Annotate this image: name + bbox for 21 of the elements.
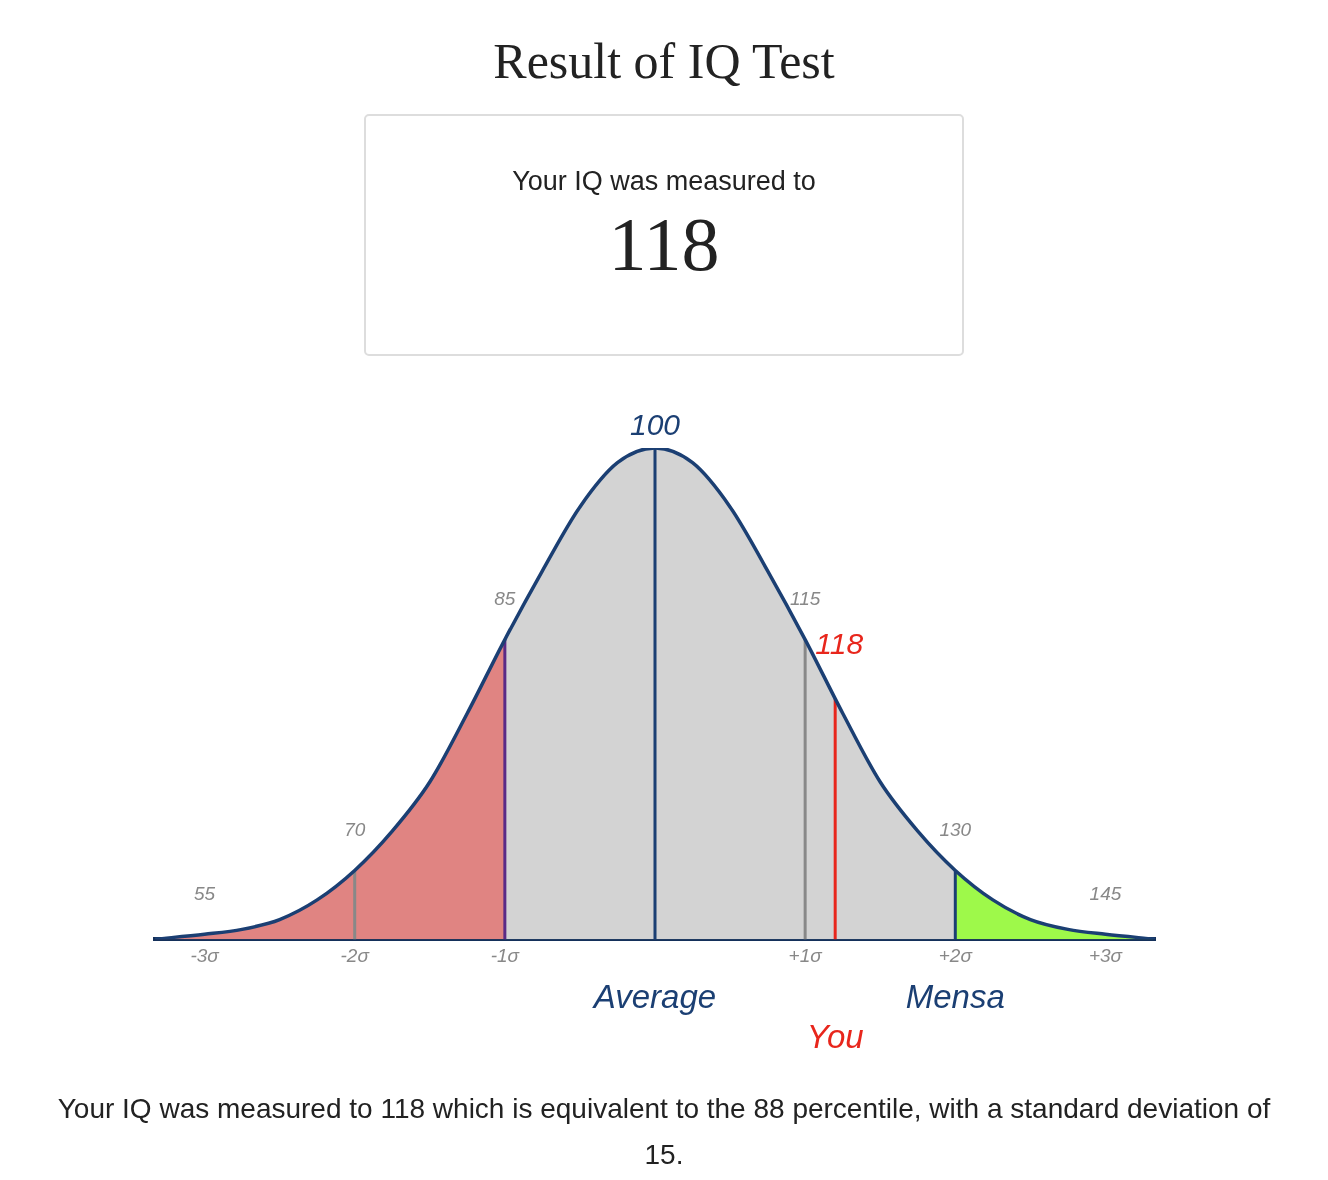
x-tick-label: -3σ <box>190 944 221 966</box>
annotation: 130 <box>939 819 972 841</box>
ref-line-label: Average <box>591 978 717 1016</box>
annotation: 118 <box>815 626 864 660</box>
text: Your IQ was measured to 118 which is equivalent to the 88 percentile, with a standard deviation of 15. <box>56 1092 1272 1172</box>
text: Your IQ was measured to <box>511 166 817 197</box>
annotation: 70 <box>344 819 366 841</box>
chart-title: Result of IQ Test <box>492 32 836 91</box>
annotation: 55 <box>193 883 216 905</box>
annotation: 100 <box>629 408 681 442</box>
annotation: 145 <box>1089 883 1122 905</box>
annotation: 85 <box>494 588 516 610</box>
x-tick-label: +2σ <box>938 944 974 966</box>
ref-line-label: Mensa <box>905 978 1005 1016</box>
x-tick-label: +1σ <box>788 944 824 966</box>
text: 118 <box>607 201 721 288</box>
annotation: 115 <box>790 588 821 610</box>
x-tick-label: -1σ <box>490 944 521 966</box>
ref-line-label: You <box>806 1018 864 1056</box>
x-tick-label: +3σ <box>1088 944 1124 966</box>
x-tick-label: -2σ <box>340 944 371 966</box>
